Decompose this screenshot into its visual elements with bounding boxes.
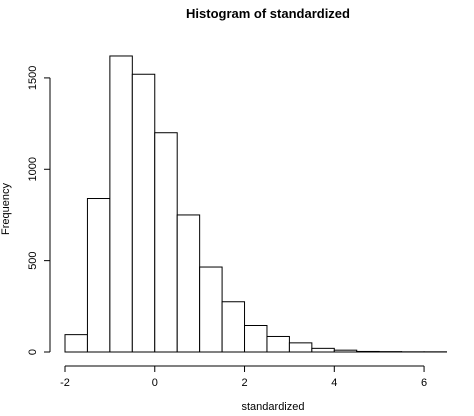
x-axis: -2 0 2 4 6 [60, 365, 427, 389]
histogram-bar [221, 301, 246, 353]
histogram-bar [333, 349, 358, 353]
bars-group [64, 55, 447, 353]
y-tick-label: 500 [27, 251, 39, 269]
histogram-bar [288, 342, 313, 353]
histogram-bar [131, 73, 156, 353]
histogram-bar [311, 347, 335, 353]
histogram-bar [86, 198, 111, 353]
x-tick-label: 4 [331, 377, 337, 389]
x-tick-label: 6 [421, 377, 427, 389]
y-axis-label: Frequency [0, 183, 12, 235]
histogram-bar [176, 214, 201, 353]
y-tick-label: 1500 [27, 66, 39, 90]
x-tick-label: 2 [241, 377, 247, 389]
y-tick-label: 1000 [27, 157, 39, 181]
histogram-bar [199, 266, 223, 353]
histogram-bar [356, 350, 380, 353]
x-axis-label: standardized [242, 401, 305, 413]
histogram-bar [244, 325, 268, 353]
histogram-bar [154, 132, 178, 353]
y-axis: 0 500 1000 1500 [27, 66, 51, 355]
x-tick-label: 0 [152, 377, 158, 389]
y-tick-label: 0 [27, 349, 39, 355]
x-tick-label: -2 [60, 377, 70, 389]
histogram-bar [64, 334, 88, 353]
histogram-bar [109, 55, 133, 353]
chart-title: Histogram of standardized [186, 6, 350, 21]
histogram-bar [266, 335, 290, 353]
